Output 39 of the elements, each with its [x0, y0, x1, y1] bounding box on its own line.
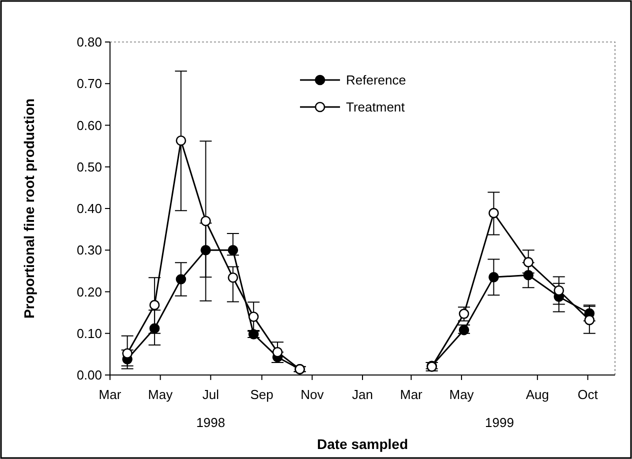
- point: [149, 300, 160, 310]
- x-tick-label: Jul: [202, 387, 220, 402]
- y-axis-title: Proportional fine root production: [21, 98, 37, 319]
- x-tick-label: Mar: [400, 387, 424, 402]
- text: 1998: [196, 415, 226, 430]
- y-tick-label: 0.80: [76, 34, 102, 50]
- x-tick-label: Aug: [526, 387, 550, 402]
- point: [228, 244, 238, 256]
- x-tick-label: Oct: [578, 387, 598, 402]
- x-axis-title: Date sampled: [316, 436, 408, 452]
- point: [523, 257, 534, 268]
- point: [488, 272, 499, 282]
- y-tick-label: 0.40: [76, 201, 102, 216]
- x-tick-label: May: [148, 387, 174, 402]
- point: [272, 346, 283, 358]
- legend-label: Treatment: [346, 100, 406, 115]
- point: [176, 136, 186, 146]
- y-tick-label: 0.10: [76, 326, 102, 341]
- text: 1999: [485, 415, 514, 430]
- y-tick-label: 0.00: [76, 368, 102, 383]
- y-tick-label: 0.70: [76, 76, 102, 92]
- y-tick-label: 0.60: [76, 118, 102, 133]
- point: [122, 348, 132, 359]
- point: [176, 274, 186, 284]
- legend-label: Reference: [346, 72, 406, 88]
- point: [488, 208, 499, 218]
- y-tick-label: 0.20: [76, 284, 102, 300]
- y-tick-label: 0.30: [76, 242, 102, 258]
- x-tick-label: May: [449, 387, 474, 402]
- y-tick-label: 0.50: [76, 159, 102, 174]
- point: [248, 312, 259, 322]
- x-tick-label: Mar: [98, 387, 122, 402]
- point: [554, 285, 564, 296]
- point: [584, 314, 595, 326]
- x-tick-label: Nov: [300, 387, 324, 402]
- x-tick-label: Jan: [352, 387, 373, 402]
- point: [200, 216, 211, 226]
- point: [228, 272, 238, 283]
- x-tick-label: Sep: [250, 387, 274, 402]
